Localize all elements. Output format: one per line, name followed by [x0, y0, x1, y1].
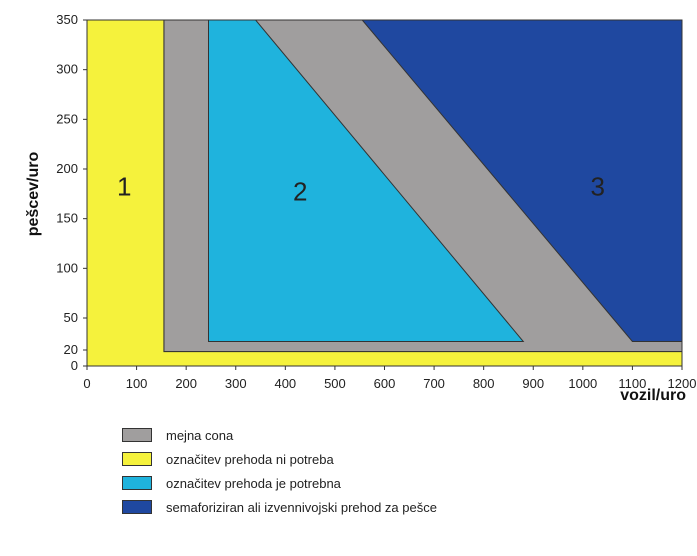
legend-label: mejna cona: [166, 427, 234, 443]
x-tick-label: 600: [374, 376, 396, 391]
legend-swatch: [122, 428, 152, 442]
legend-label: semaforiziran ali izvennivojski prehod z…: [166, 499, 437, 515]
y-axis-title: pešcev/uro: [25, 152, 42, 237]
x-tick-label: 300: [225, 376, 247, 391]
x-tick-label: 0: [83, 376, 90, 391]
legend-swatch: [122, 500, 152, 514]
region-signal: [361, 19, 683, 342]
legend-item: mejna cona: [122, 424, 437, 446]
x-tick-label: 100: [126, 376, 148, 391]
y-tick-label: 100: [56, 260, 78, 275]
chart-axes: 0 100 200 300 400 500 600 700 800 900 1000 1100 1200…: [56, 12, 696, 391]
y-tick-label: 150: [56, 211, 78, 226]
zone-labels: 1 2 3: [117, 172, 605, 207]
x-tick-label: 1000: [568, 376, 597, 391]
legend-item: označitev prehoda je potrebna: [122, 472, 437, 494]
legend-swatch: [122, 476, 152, 490]
x-tick-label: 700: [423, 376, 445, 391]
x-tick-label: 400: [274, 376, 296, 391]
y-tick-label: 350: [56, 12, 78, 27]
legend-item: semaforiziran ali izvennivojski prehod z…: [122, 496, 437, 518]
x-tick-label: 800: [473, 376, 495, 391]
x-axis-title: vozil/uro: [620, 387, 686, 404]
y-tick-label: 50: [64, 310, 78, 325]
zone-label: 3: [590, 172, 604, 202]
x-tick-label: 200: [175, 376, 197, 391]
region-marking: [208, 19, 525, 342]
chart-regions: [86, 19, 683, 367]
x-tick-label: 900: [522, 376, 544, 391]
legend-item: označitev prehoda ni potreba: [122, 448, 437, 470]
y-tick-label: 0: [71, 358, 78, 373]
y-tick-label: 20: [64, 342, 78, 357]
legend-label: označitev prehoda je potrebna: [166, 475, 341, 491]
legend: mejna cona označitev prehoda ni potreba oz…: [122, 424, 437, 520]
x-tick-label: 1100: [618, 376, 646, 391]
zone-label: 1: [117, 172, 131, 202]
zone-label: 2: [293, 177, 307, 207]
y-tick-label: 250: [56, 111, 78, 126]
x-tick-label: 1200: [668, 376, 697, 391]
legend-swatch: [122, 452, 152, 466]
x-tick-label: 500: [324, 376, 346, 391]
y-tick-label: 300: [56, 62, 78, 77]
legend-label: označitev prehoda ni potreba: [166, 451, 334, 467]
y-tick-label: 200: [56, 161, 78, 176]
